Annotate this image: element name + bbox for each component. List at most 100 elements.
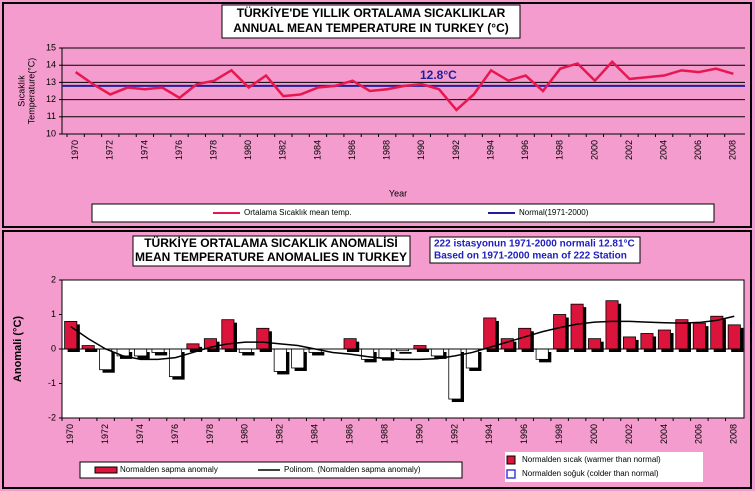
legend-swatch bbox=[506, 469, 516, 479]
chart-title: TÜRKİYE'DE YILLIK ORTALAMA SICAKLIKLAR bbox=[237, 5, 506, 20]
y-tick-label: -2 bbox=[48, 412, 56, 422]
x-tick-label: 1994 bbox=[484, 424, 494, 444]
bar bbox=[483, 317, 497, 350]
note: 222 istasyonun 1971-2000 normali 12.81°C bbox=[434, 239, 635, 250]
legend-label: Normalden sapma anomaly bbox=[120, 465, 218, 474]
bar bbox=[640, 333, 654, 350]
x-tick-label: 1986 bbox=[344, 424, 354, 444]
bar bbox=[622, 336, 637, 350]
x-tick-label: 1984 bbox=[310, 424, 320, 444]
bar bbox=[378, 348, 392, 359]
x-tick-label: 2002 bbox=[624, 424, 634, 444]
x-tick-label: 1972 bbox=[100, 424, 110, 444]
y-tick-label: -1 bbox=[48, 378, 56, 388]
x-tick-label: 2006 bbox=[693, 140, 703, 160]
bar bbox=[168, 348, 183, 378]
bar bbox=[657, 329, 671, 350]
legend-swatch bbox=[506, 455, 516, 465]
bar bbox=[675, 319, 689, 350]
bar bbox=[291, 348, 305, 369]
panel-top bbox=[2, 2, 752, 228]
bar bbox=[570, 303, 584, 350]
x-tick-label: 1970 bbox=[70, 140, 80, 160]
bar bbox=[430, 348, 444, 357]
bar bbox=[151, 348, 165, 353]
line bbox=[70, 315, 735, 361]
x-tick-label: 1982 bbox=[278, 140, 288, 160]
x-tick-label: 2004 bbox=[659, 424, 669, 444]
x-tick-label: 2008 bbox=[728, 140, 738, 160]
x-tick-label: 1974 bbox=[139, 140, 149, 160]
note: Based on 1971-2000 mean of 222 Station bbox=[434, 251, 627, 262]
x-tick-label: 1970 bbox=[65, 424, 75, 444]
bar bbox=[186, 343, 200, 350]
bar bbox=[553, 314, 567, 350]
bar bbox=[535, 348, 549, 360]
legend-label: Ortalama Sıcaklık mean temp. bbox=[244, 208, 352, 217]
x-tick-label: 1998 bbox=[554, 424, 564, 444]
title-box bbox=[132, 235, 411, 267]
bar-shadow bbox=[85, 348, 98, 352]
x-tick-label: 2000 bbox=[589, 424, 599, 444]
reference-label: 12.8°C bbox=[420, 68, 457, 82]
bar-shadow bbox=[242, 352, 255, 356]
x-tick-label: 1990 bbox=[416, 140, 426, 160]
x-tick-label: 1978 bbox=[208, 140, 218, 160]
bar bbox=[588, 338, 602, 350]
x-tick-label: 1984 bbox=[312, 140, 322, 160]
legend-label: Normalden soğuk (colder than normal) bbox=[522, 469, 659, 478]
note-box bbox=[429, 236, 641, 264]
y-tick-label: 15 bbox=[46, 42, 56, 52]
bar-shadow bbox=[416, 348, 430, 352]
bar-shadow bbox=[399, 352, 412, 354]
x-tick-label: 1992 bbox=[449, 424, 459, 444]
x-tick-label: 1996 bbox=[520, 140, 530, 160]
x-tick-label: 1976 bbox=[170, 424, 180, 444]
x-tick-label: 2006 bbox=[694, 424, 704, 444]
x-tick-label: 1980 bbox=[243, 140, 253, 160]
x-tick-label: 1978 bbox=[205, 424, 215, 444]
bar-shadow bbox=[312, 352, 325, 356]
y-tick-label: 12 bbox=[46, 94, 56, 104]
x-tick-label: 2008 bbox=[729, 424, 739, 444]
panel-bottom bbox=[2, 230, 752, 489]
chart-title: TÜRKİYE ORTALAMA SICAKLIK ANOMALİSİ bbox=[144, 235, 398, 250]
x-tick-label: 1990 bbox=[414, 424, 424, 444]
bar bbox=[238, 348, 252, 353]
x-tick-label: 1988 bbox=[382, 140, 392, 160]
bar bbox=[99, 348, 113, 371]
line bbox=[74, 59, 734, 112]
y-tick-label: 0 bbox=[51, 343, 56, 353]
bar bbox=[256, 327, 270, 350]
legend-label: Normal(1971-2000) bbox=[519, 208, 589, 217]
bar bbox=[727, 324, 741, 350]
bar bbox=[605, 300, 619, 350]
y-axis-label: Temperature(°C) bbox=[26, 58, 36, 125]
x-tick-label: 1974 bbox=[135, 424, 145, 444]
x-tick-label: 1998 bbox=[555, 140, 565, 160]
x-tick-label: 1988 bbox=[379, 424, 389, 444]
x-axis-label: Year bbox=[389, 188, 407, 198]
x-tick-label: 1982 bbox=[275, 424, 285, 444]
legend-box bbox=[91, 203, 715, 223]
y-axis-label: Anomali (°C) bbox=[12, 316, 24, 382]
x-tick-label: 1986 bbox=[347, 140, 357, 160]
x-tick-label: 1994 bbox=[485, 140, 495, 160]
y-tick-label: 10 bbox=[46, 128, 56, 138]
x-tick-label: 2000 bbox=[589, 140, 599, 160]
x-tick-label: 1992 bbox=[451, 140, 461, 160]
bar bbox=[64, 320, 78, 350]
y-tick-label: 13 bbox=[46, 77, 56, 87]
bar bbox=[413, 345, 427, 350]
bar bbox=[81, 345, 95, 350]
bar bbox=[273, 348, 287, 372]
y-tick-label: 2 bbox=[51, 274, 56, 284]
y-axis-label: Sıcaklık bbox=[16, 75, 26, 107]
x-tick-label: 2004 bbox=[658, 140, 668, 160]
bar bbox=[134, 348, 148, 357]
chart-title: MEAN TEMPERATURE ANOMALIES IN TURKEY bbox=[135, 250, 407, 264]
x-tick-label: 2002 bbox=[624, 140, 634, 160]
y-tick-label: 14 bbox=[46, 60, 56, 70]
chart-title: ANNUAL MEAN TEMPERATURE IN TURKEY (°C) bbox=[233, 21, 508, 35]
